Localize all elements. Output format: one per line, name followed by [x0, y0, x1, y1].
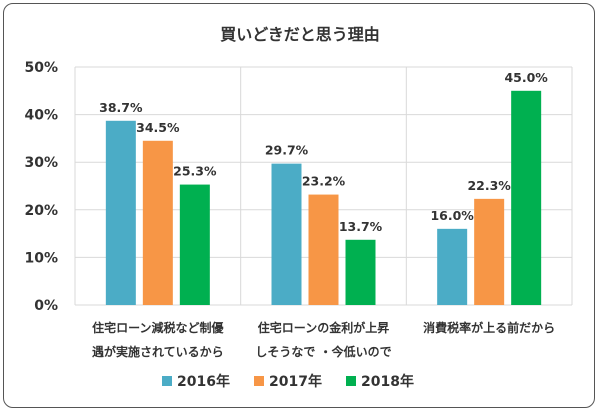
legend: 2016年 2017年 2018年 [162, 373, 414, 390]
legend-item: 2018年 [346, 373, 414, 390]
data-label: 23.2% [302, 174, 346, 189]
legend-item: 2017年 [254, 373, 322, 390]
bar-2017年 [474, 198, 505, 305]
chart-title: 買いどきだと思う理由 [220, 25, 380, 44]
category-label: 住宅ローンの金利が上昇しそうなで ・今低いので [255, 320, 391, 359]
bar-2017年 [308, 194, 339, 305]
bar-2018年 [179, 184, 210, 305]
data-label: 16.0% [430, 208, 474, 223]
bar-2016年 [271, 163, 302, 305]
y-axis-ticks: 0% 10% 20% 30% 40% 50% [24, 60, 58, 314]
legend-swatch [162, 376, 172, 386]
bar-2018年 [511, 90, 542, 305]
bar-2018年 [345, 239, 376, 305]
data-label: 25.3% [173, 164, 217, 179]
bar-2016年 [105, 120, 136, 306]
y-tick-label: 50% [24, 60, 58, 76]
data-labels: 38.7% 34.5% 25.3% 29.7% 23.2% 13.7% 16.0% 22.3%… [99, 70, 548, 234]
legend-label: 2017年 [269, 373, 322, 390]
legend-label: 2018年 [361, 373, 414, 390]
category-label: 消費税率が上る前だから [423, 320, 555, 335]
data-label: 38.7% [99, 100, 143, 115]
y-tick-label: 30% [24, 155, 58, 171]
data-label: 29.7% [265, 143, 309, 158]
data-label: 45.0% [504, 70, 548, 85]
y-tick-label: 40% [24, 108, 58, 124]
bar-2017年 [142, 140, 173, 305]
y-tick-label: 20% [24, 203, 58, 219]
bar-2016年 [437, 228, 468, 305]
y-tick-label: 0% [34, 298, 58, 314]
legend-swatch [254, 376, 264, 386]
data-label: 22.3% [467, 178, 511, 193]
data-label: 34.5% [136, 120, 180, 135]
legend-label: 2016年 [177, 373, 230, 390]
bars [105, 90, 542, 306]
y-tick-label: 10% [24, 250, 58, 266]
category-label: 住宅ローン減税など制優遇が実施されているから [92, 320, 225, 359]
data-label: 13.7% [339, 219, 383, 234]
legend-item: 2016年 [162, 373, 230, 390]
legend-swatch [346, 376, 356, 386]
